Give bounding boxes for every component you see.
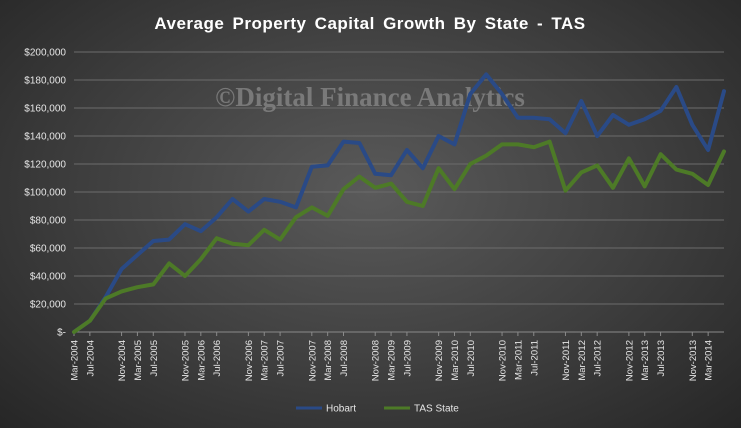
y-tick-label: $180,000: [24, 76, 66, 87]
x-tick-label: Mar-2007: [260, 340, 271, 381]
watermark: ©Digital Finance Analytics: [215, 82, 525, 112]
chart-title: Average Property Capital Growth By State…: [154, 14, 585, 33]
x-tick-label: Jul-2007: [276, 340, 287, 376]
x-tick-label: Jul-2005: [149, 340, 160, 376]
y-tick-label: $20,000: [30, 300, 67, 311]
series-line-tas-state: [72, 139, 726, 334]
x-tick-label: Nov-2009: [434, 340, 445, 381]
x-tick-label: Mar-2014: [704, 340, 715, 381]
x-tick-label: Nov-2006: [244, 340, 255, 381]
x-tick-label: Nov-2013: [688, 340, 699, 381]
x-tick-label: Jul-2010: [466, 340, 477, 376]
y-tick-label: $140,000: [24, 132, 66, 143]
x-tick-label: Mar-2006: [196, 340, 207, 381]
x-tick-label: Mar-2012: [577, 340, 588, 381]
x-tick-label: Mar-2009: [387, 340, 398, 381]
y-tick-label: $60,000: [30, 244, 67, 255]
x-tick-label: Jul-2011: [529, 340, 540, 376]
x-tick-label: Mar-2011: [513, 340, 524, 380]
x-tick-label: Jul-2013: [656, 340, 667, 376]
x-axis-ticks: Mar-2004 Jul-2004 Nov-2004 Mar-2005 Jul-2005…: [70, 332, 715, 381]
y-tick-label: $40,000: [30, 272, 67, 283]
x-tick-label: Jul-2004: [85, 340, 96, 376]
legend-label: Hobart: [326, 404, 356, 415]
x-tick-label: Nov-2008: [371, 340, 382, 381]
series-line-hobart: [72, 72, 726, 334]
x-tick-label: Mar-2004: [70, 340, 81, 381]
legend: Hobart TAS State: [296, 404, 459, 415]
y-tick-label: $120,000: [24, 160, 66, 171]
legend-label: TAS State: [414, 404, 459, 415]
y-axis-ticks: $- $20,000 $40,000 $60,000 $80,000 $100,000 $1…: [24, 48, 66, 339]
x-tick-label: Nov-2011: [561, 340, 572, 381]
x-tick-label: Mar-2008: [323, 340, 334, 381]
x-tick-label: Jul-2006: [212, 340, 223, 376]
x-tick-label: Nov-2004: [117, 340, 128, 381]
x-tick-label: Nov-2012: [624, 340, 635, 381]
y-tick-label: $200,000: [24, 48, 66, 59]
x-tick-label: Jul-2012: [593, 340, 604, 376]
x-tick-label: Nov-2007: [307, 340, 318, 381]
y-tick-label: $100,000: [24, 188, 66, 199]
y-tick-label: $80,000: [30, 216, 67, 227]
y-tick-label: $160,000: [24, 104, 66, 115]
x-tick-label: Jul-2008: [339, 340, 350, 376]
y-tick-label: $-: [57, 328, 66, 339]
x-tick-label: Jul-2009: [402, 340, 413, 376]
x-tick-label: Mar-2005: [133, 340, 144, 381]
x-tick-label: Nov-2005: [180, 340, 191, 381]
series-lines: [72, 72, 726, 334]
x-tick-label: Nov-2010: [498, 340, 509, 381]
x-tick-label: Mar-2013: [640, 340, 651, 381]
x-tick-label: Mar-2010: [450, 340, 461, 381]
